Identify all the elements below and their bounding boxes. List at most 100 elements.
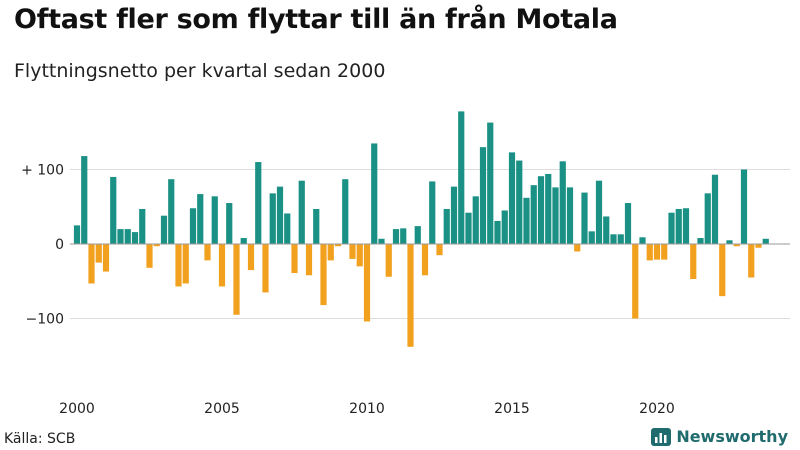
- bar: [574, 244, 581, 252]
- bar: [494, 220, 501, 244]
- bar: [690, 244, 697, 280]
- bar: [501, 210, 508, 244]
- bar: [327, 244, 334, 261]
- bar: [508, 152, 516, 245]
- bar: [320, 244, 327, 306]
- bar: [537, 176, 545, 244]
- bar: [363, 244, 371, 322]
- bar: [189, 208, 197, 244]
- source-note: Källa: SCB: [4, 431, 76, 447]
- bar: [479, 147, 487, 244]
- bar: [349, 244, 356, 259]
- bar: [545, 173, 552, 244]
- bar: [168, 179, 175, 244]
- bar: [588, 231, 595, 244]
- bar: [421, 244, 429, 276]
- bar: [276, 186, 284, 244]
- bar: [595, 180, 603, 245]
- bar: [675, 208, 682, 245]
- brand-logo: Newsworthy: [651, 427, 788, 446]
- bar: [291, 244, 298, 274]
- bar: [153, 244, 160, 247]
- bar: [762, 238, 769, 244]
- bar: [139, 208, 146, 245]
- bar: [102, 244, 110, 272]
- bar: [487, 122, 494, 244]
- bar: [407, 244, 414, 347]
- bar: [653, 244, 661, 260]
- bar: [603, 216, 610, 245]
- bar: [124, 229, 131, 244]
- bar: [566, 187, 574, 244]
- bar: [516, 160, 523, 244]
- bar: [552, 187, 559, 244]
- bar: [371, 143, 378, 245]
- bar: [88, 244, 95, 284]
- bar: [110, 176, 117, 244]
- bar: [81, 156, 88, 244]
- bar: [305, 244, 313, 276]
- bar: [414, 226, 421, 244]
- bar: [226, 203, 233, 245]
- bar: [559, 161, 566, 244]
- bar: [719, 244, 726, 297]
- bar: [740, 169, 748, 244]
- bar: [465, 212, 472, 244]
- bar: [472, 196, 479, 244]
- bar: [429, 181, 436, 244]
- bar: [262, 244, 269, 293]
- bar: [581, 192, 588, 244]
- bar: [117, 229, 124, 244]
- bar: [682, 208, 690, 244]
- bar: [400, 228, 407, 244]
- bar: [436, 244, 443, 256]
- bar: [392, 229, 400, 244]
- bar: [646, 244, 653, 261]
- bar: [284, 213, 291, 244]
- bar: [313, 208, 320, 245]
- bar: [704, 193, 711, 244]
- bar: [726, 240, 733, 245]
- bar: [131, 232, 139, 244]
- bar: [639, 237, 646, 244]
- x-tick-label: 2005: [204, 401, 240, 417]
- brand-name: Newsworthy: [676, 427, 788, 446]
- bar: [661, 244, 668, 260]
- bar: [610, 234, 617, 244]
- bar: [218, 244, 226, 287]
- bar: [160, 215, 168, 244]
- bar: [342, 179, 349, 244]
- x-tick-label: 2020: [639, 401, 675, 417]
- bar: [73, 225, 81, 245]
- bar: [269, 193, 276, 244]
- bar: [711, 174, 719, 244]
- bar: [146, 244, 153, 268]
- bar: [530, 185, 537, 244]
- bar: [334, 244, 342, 247]
- bar: [95, 244, 102, 263]
- bar: [378, 238, 385, 244]
- x-tick-label: 2015: [494, 401, 530, 417]
- bar: [617, 234, 624, 244]
- bar: [755, 244, 762, 248]
- bar: [255, 162, 262, 244]
- bar: [182, 244, 189, 284]
- bar: [668, 212, 675, 244]
- bar: [450, 186, 458, 244]
- bar: [240, 238, 247, 244]
- y-tick-label: + 100: [21, 163, 64, 179]
- y-tick-label: −100: [26, 312, 64, 328]
- bar: [233, 244, 240, 315]
- bar: [211, 196, 218, 244]
- bar: [733, 244, 740, 247]
- bar: [443, 208, 450, 245]
- y-tick-label: 0: [55, 237, 64, 253]
- bar: [385, 244, 392, 277]
- x-tick-label: 2000: [59, 401, 95, 417]
- chart-title: Oftast fler som flyttar till än från Mot…: [14, 4, 618, 35]
- bar: [197, 194, 204, 244]
- bar-chart-icon: [651, 427, 672, 446]
- bar: [204, 244, 211, 261]
- bar: [632, 244, 639, 319]
